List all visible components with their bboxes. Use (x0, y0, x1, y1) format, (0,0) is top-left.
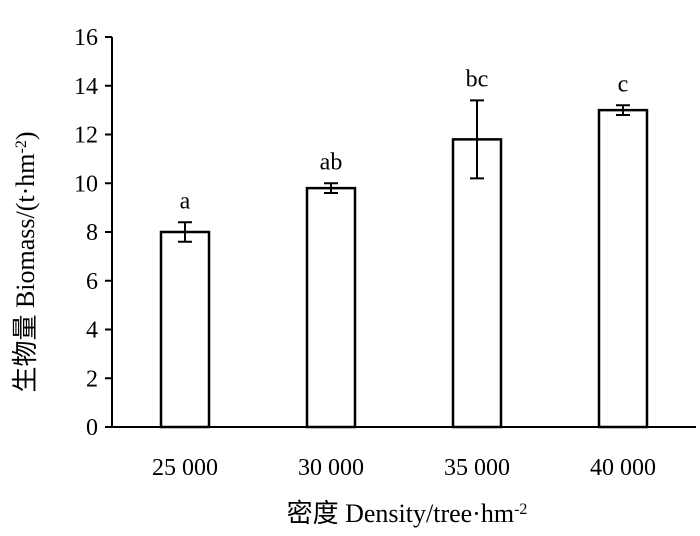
y-tick-label: 2 (86, 366, 98, 392)
y-axis-title-close: ) (11, 131, 40, 140)
x-axis-title-main: 密度 Density/tree·hm (287, 499, 514, 528)
significance-label: bc (466, 66, 489, 92)
y-tick-label: 12 (74, 123, 98, 149)
bars (159, 108, 649, 429)
y-axis-title: 生物量 Biomass/(t·hm-2) (11, 131, 40, 392)
y-tick-label: 4 (86, 318, 98, 344)
x-tick-label: 30 000 (298, 455, 364, 481)
y-tick-label: 10 (74, 171, 98, 197)
x-axis-title: 密度 Density/tree·hm-2 (287, 499, 528, 528)
x-tick-label: 25 000 (152, 455, 218, 481)
y-tick-label: 0 (86, 415, 98, 441)
significance-label: a (180, 188, 191, 214)
x-tick-label: 35 000 (444, 455, 510, 481)
y-axis-title-sup: -2 (13, 140, 30, 153)
y-tick-label: 14 (74, 74, 98, 100)
y-axis-ticks: 0 2 4 6 8 10 12 14 16 (74, 25, 112, 441)
y-axis-title-main: 生物量 Biomass/(t·hm (11, 153, 40, 392)
bar (305, 186, 357, 429)
y-tick-label: 6 (86, 269, 98, 295)
significance-label: ab (320, 149, 343, 175)
bar (597, 108, 649, 429)
bar (159, 230, 211, 429)
category-labels: 25 000 30 000 35 000 40 000 (152, 455, 656, 481)
bar (451, 138, 503, 429)
x-tick-label: 40 000 (590, 455, 656, 481)
y-tick-label: 8 (86, 220, 98, 246)
error-bars (178, 99, 630, 243)
significance-label: c (618, 71, 629, 97)
y-tick-label: 16 (74, 25, 98, 51)
significance-labels: a ab bc c (180, 66, 629, 214)
x-axis-title-sup: -2 (514, 501, 527, 518)
